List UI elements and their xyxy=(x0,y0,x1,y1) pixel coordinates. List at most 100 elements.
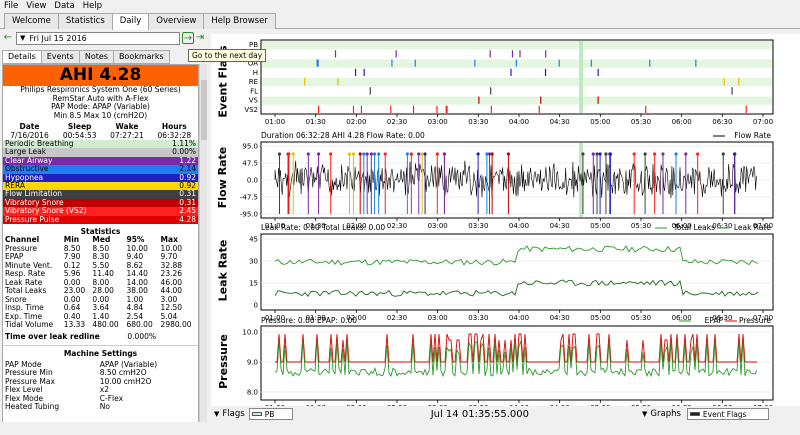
statistics-cell: 1.00 xyxy=(126,294,144,304)
flow-event-dot xyxy=(291,152,295,156)
epap-legend: EPAP xyxy=(705,316,724,325)
menu-view[interactable]: View xyxy=(26,1,47,11)
flow-event-dot xyxy=(608,152,613,156)
flags-dropdown-icon[interactable]: ▼ xyxy=(214,410,220,418)
event-row[interactable]: Flow Limitation 0.31 xyxy=(3,190,198,199)
statistics-cell: 23.00 xyxy=(63,286,86,296)
last-day-icon[interactable]: ⇥ xyxy=(195,32,205,43)
setting-value: 8.50 cmH2O xyxy=(99,368,147,378)
statistics-cell: 12.50 xyxy=(160,303,183,313)
menu-help[interactable]: Help xyxy=(82,1,103,11)
x-tick-label: 02:30 xyxy=(387,118,407,126)
setting-name: Pressure Max xyxy=(5,376,55,386)
flags-combo[interactable]: PB xyxy=(248,408,293,420)
pressure-legend: Pressure xyxy=(739,316,771,325)
menu-file[interactable]: File xyxy=(4,1,19,11)
x-tick-label: 06:30 xyxy=(712,222,732,230)
event-row[interactable]: RERA 0.92 xyxy=(3,181,198,191)
graphs-svg: PBCAOAHREFLVSVS201:0001:3002:0002:3003:0… xyxy=(240,39,774,406)
pressure-header: Pressure: 0.00 EPAP: 0.00 xyxy=(261,316,357,325)
y-tick-label: 47.5 xyxy=(242,160,258,168)
tab-events[interactable]: Events xyxy=(40,50,80,64)
y-tick-label: 0.0 xyxy=(247,177,258,185)
x-tick-label: 01:30 xyxy=(306,314,326,322)
x-tick-label: 07:00 xyxy=(753,118,773,126)
x-tick-label: 04:30 xyxy=(550,118,570,126)
tab-welcome[interactable]: Welcome xyxy=(4,13,59,29)
tab-statistics[interactable]: Statistics xyxy=(57,13,113,29)
details-scrollbar[interactable] xyxy=(199,64,207,435)
date-picker[interactable]: ▼ Fri Jul 15 2016 xyxy=(16,31,180,45)
flow-event-dot xyxy=(365,152,369,156)
x-tick-label: 05:00 xyxy=(590,404,610,406)
statistics-cell: 0.64 xyxy=(63,303,81,313)
previous-day-icon[interactable]: ← xyxy=(3,32,13,43)
event-row[interactable]: Pressure Pulse 4.28 xyxy=(3,215,198,225)
flow-event-dot xyxy=(674,152,678,156)
statistics-cell: 11.40 xyxy=(92,269,114,279)
statistics-header-row: Channel Min Med 95% Max xyxy=(3,236,198,245)
y-tick-label: 0 xyxy=(254,302,258,310)
next-day-icon[interactable]: → xyxy=(182,32,194,44)
statistics-cell: 3.64 xyxy=(92,303,110,313)
flag-label: VS xyxy=(249,97,259,105)
tab-overview[interactable]: Overview xyxy=(148,13,205,29)
x-tick-label: 02:30 xyxy=(387,404,407,406)
graphs-combo[interactable]: Event Flags xyxy=(686,408,769,420)
menu-data[interactable]: Data xyxy=(54,1,75,11)
event-row[interactable]: Vibratory Snore 0.31 xyxy=(3,198,198,208)
x-tick-label: 02:30 xyxy=(387,314,407,322)
flag-label: FL xyxy=(250,87,258,95)
graphs-dropdown-icon[interactable]: ▼ xyxy=(642,410,648,418)
date-navigation: ← ▼ Fri Jul 15 2016 → ⇥ xyxy=(2,31,206,45)
flow-event-dot xyxy=(317,152,321,156)
flow-event-dot xyxy=(405,152,409,156)
event-row[interactable]: Periodic Breathing 1.11% xyxy=(3,139,198,149)
total-leaks-line xyxy=(274,245,759,266)
flow-event-dot xyxy=(383,152,387,156)
x-tick-label: 07:00 xyxy=(753,222,773,230)
y-tick-label: 15 xyxy=(249,280,258,288)
x-tick-label: 05:00 xyxy=(590,222,610,230)
time-over-leak-label: Time over leak redline xyxy=(5,331,100,341)
event-row[interactable]: Vibratory Snore (VS2) 2.45 xyxy=(3,206,198,216)
x-tick-label: 02:00 xyxy=(346,222,366,230)
x-tick-label: 01:00 xyxy=(265,118,285,126)
x-tick-label: 02:00 xyxy=(346,118,366,126)
statistics-row: Pressure 8.50 8.50 10.00 10.00 xyxy=(3,244,198,254)
event-row[interactable]: Clear Airway 1.22 xyxy=(3,156,198,166)
event-row[interactable]: Large Leak 0.00% xyxy=(3,147,198,157)
event-row[interactable]: Obstructive 2.14 xyxy=(3,164,198,174)
statistics-cell: 13.33 xyxy=(63,320,86,330)
x-tick-label: 06:00 xyxy=(672,404,692,406)
tab-details[interactable]: Details xyxy=(2,50,42,64)
flow-event-dot xyxy=(696,152,700,156)
statistics-title: Statistics xyxy=(80,227,121,237)
x-tick-label: 03:00 xyxy=(428,404,448,406)
tab-help-browser[interactable]: Help Browser xyxy=(203,13,276,29)
setting-name: Pressure Min xyxy=(5,368,53,378)
x-tick-label: 01:30 xyxy=(306,118,326,126)
graphs-label: Graphs xyxy=(650,409,681,419)
flow-event-dot xyxy=(661,152,665,156)
x-tick-label: 06:30 xyxy=(712,314,732,322)
y-tick-label: 9.0 xyxy=(247,359,258,367)
flags-label: Flags xyxy=(222,409,245,419)
event-row[interactable]: Hypopnea 0.92 xyxy=(3,173,198,183)
tab-notes[interactable]: Notes xyxy=(78,50,114,64)
statistics-row: EPAP 7.90 8.30 9.40 9.70 xyxy=(3,253,198,262)
scrollbar-thumb[interactable] xyxy=(201,80,207,140)
tab-daily[interactable]: Daily xyxy=(111,13,150,30)
statistics-cell: 480.00 xyxy=(92,320,119,330)
flow-event-dot xyxy=(287,152,291,156)
pressure-line xyxy=(275,333,757,363)
x-tick-label: 04:30 xyxy=(550,404,570,406)
statistics-row: Exp. Time 0.40 1.40 2.54 5.04 xyxy=(3,312,198,322)
summary-header: Hours xyxy=(161,122,187,131)
x-tick-label: 01:30 xyxy=(306,222,326,230)
tab-bookmarks[interactable]: Bookmarks xyxy=(112,50,170,64)
event-value: 0.00% xyxy=(172,147,196,157)
bottom-toolbar: ▼ Flags PB Jul 14 01:35:55.000 ▼ Graphs … xyxy=(211,406,800,422)
x-tick-label: 02:00 xyxy=(346,314,366,322)
y-tick-label: 8.0 xyxy=(247,389,258,397)
